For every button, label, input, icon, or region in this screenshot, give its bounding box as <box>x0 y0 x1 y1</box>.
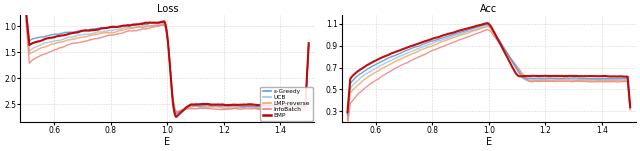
X-axis label: E: E <box>164 137 170 147</box>
Legend: ε-Greedy, UCB, LMP-reverse, InfoBatch, EMP: ε-Greedy, UCB, LMP-reverse, InfoBatch, E… <box>260 87 312 120</box>
Title: Acc: Acc <box>480 4 497 14</box>
X-axis label: E: E <box>486 137 492 147</box>
Title: Loss: Loss <box>157 4 178 14</box>
